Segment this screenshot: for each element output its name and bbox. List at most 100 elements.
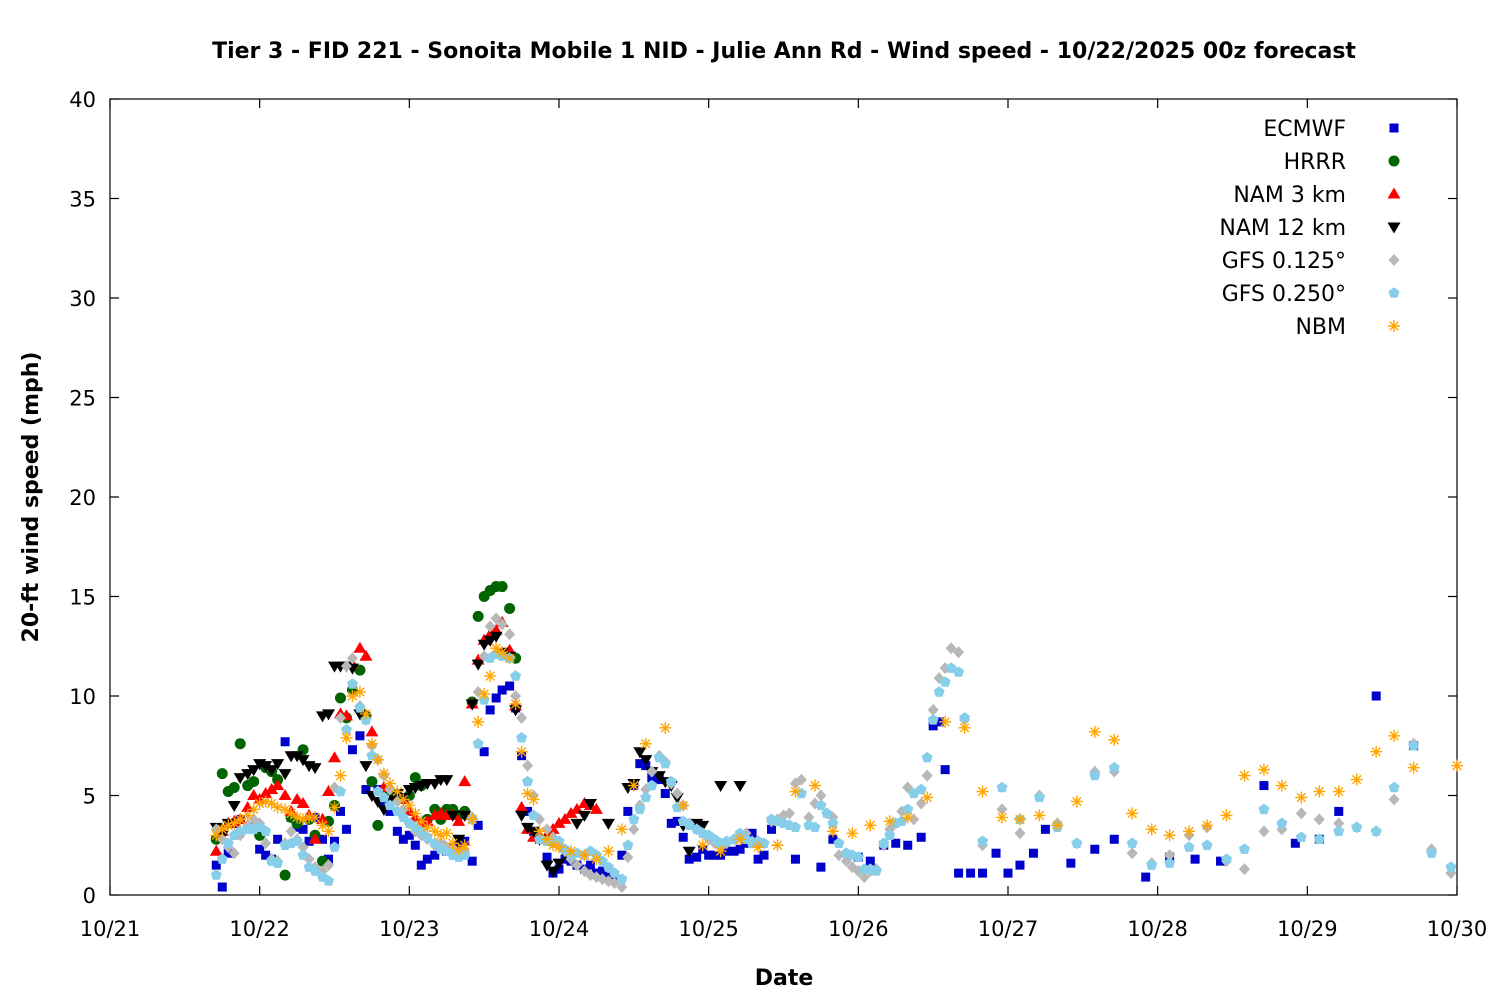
data-point — [228, 782, 240, 794]
data-point — [858, 871, 870, 884]
data-point — [410, 840, 420, 850]
data-point — [991, 848, 1001, 858]
data-point — [571, 859, 583, 872]
data-point — [542, 852, 552, 862]
legend-label: NAM 12 km — [1219, 216, 1346, 241]
data-point — [355, 731, 365, 741]
data-point — [1183, 825, 1196, 838]
y-tick-label: 0 — [83, 884, 96, 908]
data-point — [291, 811, 304, 824]
data-point — [615, 823, 628, 836]
data-point — [902, 803, 914, 815]
data-point — [978, 868, 988, 878]
data-point — [1108, 761, 1120, 773]
data-point — [616, 881, 628, 894]
data-point — [901, 811, 914, 824]
data-point — [1070, 795, 1083, 808]
x-tick-label: 10/29 — [1277, 917, 1338, 941]
data-point — [734, 827, 746, 838]
data-point — [1371, 691, 1381, 701]
data-point — [308, 763, 322, 775]
data-point — [735, 844, 745, 854]
data-point — [553, 841, 565, 854]
data-point — [452, 814, 466, 826]
data-point — [1295, 807, 1307, 820]
data-point — [896, 815, 908, 827]
legend-marker — [1388, 254, 1400, 266]
data-point — [646, 765, 658, 778]
data-point — [216, 853, 228, 864]
data-point — [815, 789, 827, 802]
data-point — [458, 810, 472, 822]
y-tick-label: 20 — [69, 486, 96, 510]
data-point — [328, 841, 341, 852]
data-point — [278, 769, 292, 781]
y-tick-label: 5 — [83, 785, 96, 809]
data-point — [1238, 769, 1251, 782]
data-point — [398, 834, 408, 844]
data-point — [241, 809, 254, 822]
data-point — [1407, 761, 1420, 774]
data-point — [564, 845, 577, 858]
data-point — [677, 799, 690, 812]
data-point — [639, 755, 653, 767]
data-point — [996, 811, 1009, 824]
data-point — [696, 839, 709, 852]
data-point — [472, 715, 485, 728]
data-point — [509, 697, 522, 710]
data-point — [684, 854, 694, 864]
data-point — [467, 856, 477, 866]
data-point — [297, 813, 310, 826]
data-point — [397, 811, 409, 823]
data-point — [404, 830, 414, 840]
data-point — [253, 797, 266, 810]
x-tick-label: 10/30 — [1427, 917, 1488, 941]
data-point — [846, 827, 859, 840]
data-point — [759, 850, 769, 860]
data-point — [298, 824, 308, 834]
data-point — [635, 759, 645, 769]
data-point — [553, 835, 565, 846]
data-point — [491, 693, 501, 703]
data-point — [516, 731, 528, 743]
data-point — [216, 768, 228, 780]
data-point — [227, 800, 241, 812]
data-point — [552, 858, 566, 870]
data-point — [228, 817, 241, 830]
data-point — [527, 793, 540, 806]
data-point — [397, 793, 410, 806]
data-point — [590, 853, 603, 866]
data-point — [1145, 823, 1158, 836]
data-point — [1238, 843, 1250, 854]
data-point — [247, 803, 260, 816]
data-point — [883, 815, 896, 828]
data-point — [628, 823, 640, 836]
data-point — [1295, 831, 1307, 842]
data-point — [1257, 763, 1270, 776]
data-point — [1313, 813, 1325, 826]
data-point — [484, 670, 497, 683]
data-point — [484, 620, 496, 633]
data-point — [939, 715, 952, 728]
data-point — [1013, 813, 1026, 826]
data-point — [228, 847, 240, 860]
data-point — [217, 882, 227, 892]
data-point — [372, 785, 384, 797]
x-tick-label: 10/25 — [678, 917, 739, 941]
data-point — [627, 779, 640, 792]
data-point — [547, 839, 560, 852]
data-point — [279, 869, 291, 881]
data-point — [403, 799, 416, 812]
data-point — [522, 759, 534, 772]
data-point — [1126, 837, 1138, 848]
data-point — [496, 618, 508, 631]
data-point — [496, 646, 509, 659]
data-point — [504, 628, 516, 641]
y-tick-label: 35 — [69, 188, 96, 212]
data-point — [1040, 824, 1050, 834]
data-point — [346, 690, 359, 702]
legend-label: NBM — [1295, 315, 1346, 340]
data-point — [285, 825, 297, 838]
data-point — [278, 789, 292, 800]
